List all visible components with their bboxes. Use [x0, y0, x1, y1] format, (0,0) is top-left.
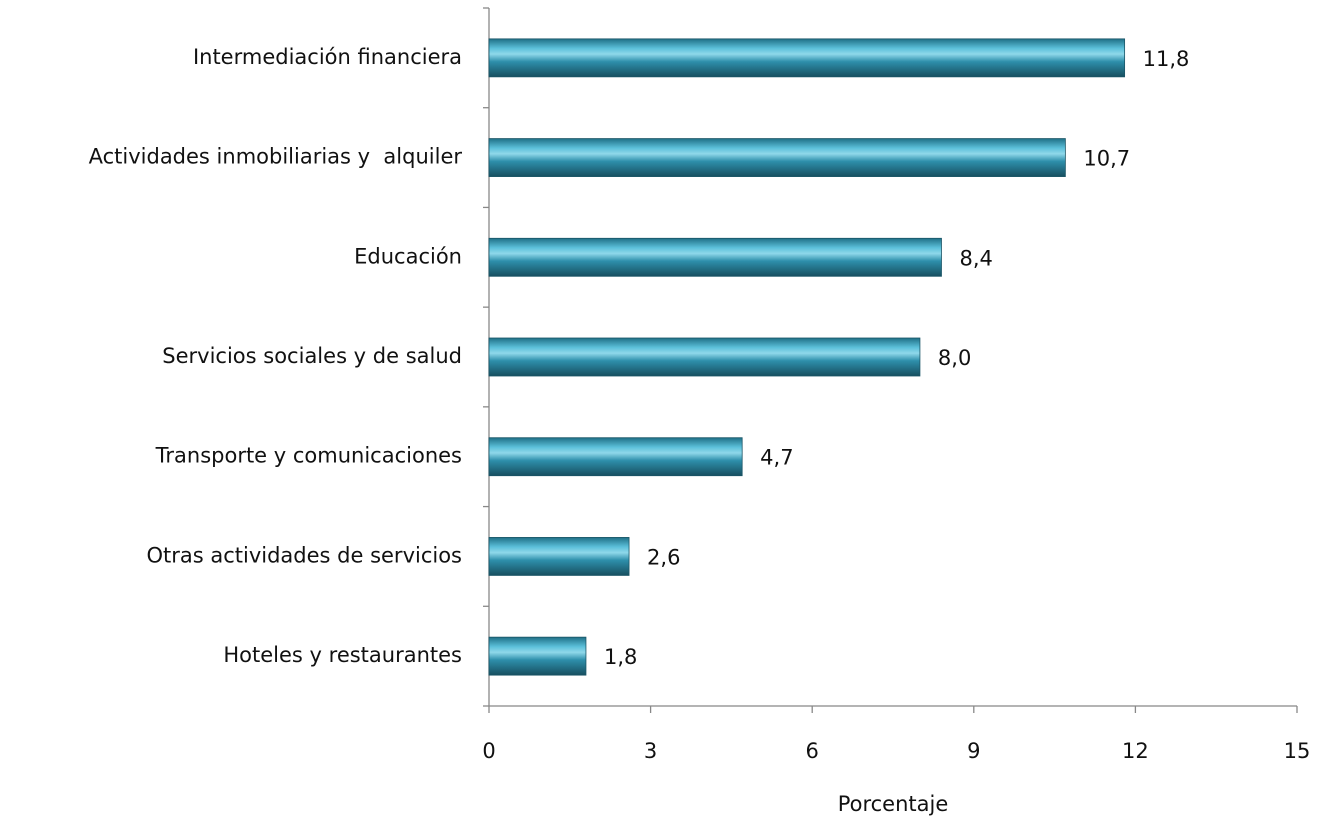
- bar: [488, 437, 743, 477]
- x-tick-label: 3: [644, 739, 657, 763]
- y-tick-label: Otras actividades de servicios: [146, 543, 462, 567]
- bar: [488, 38, 1126, 78]
- bar: [488, 636, 587, 676]
- value-label: 10,7: [1083, 147, 1130, 171]
- bar: [488, 537, 630, 576]
- value-label: 11,8: [1143, 47, 1190, 71]
- x-tick-label: 6: [806, 739, 819, 763]
- x-tick-label: 15: [1284, 739, 1311, 763]
- bar: [488, 138, 1066, 177]
- y-tick-label: Actividades inmobiliarias y alquiler: [89, 145, 463, 169]
- y-tick-label: Intermediación financiera: [193, 45, 462, 69]
- bar: [488, 337, 921, 377]
- value-label: 8,4: [959, 246, 992, 270]
- y-tick-label: Educación: [354, 244, 462, 268]
- x-tick-label: 12: [1122, 739, 1149, 763]
- x-axis-label: Porcentaje: [838, 792, 949, 816]
- value-label: 8,0: [938, 346, 971, 370]
- y-tick-label: Transporte y comunicaciones: [155, 444, 462, 468]
- y-tick-label: Servicios sociales y de salud: [162, 344, 462, 368]
- y-tick-label: Hoteles y restaurantes: [223, 643, 462, 667]
- bar: [488, 237, 942, 277]
- value-label: 2,6: [647, 545, 680, 569]
- x-tick-label: 0: [482, 739, 495, 763]
- x-tick-label: 9: [967, 739, 980, 763]
- value-label: 4,7: [760, 446, 793, 470]
- value-label: 1,8: [604, 645, 637, 669]
